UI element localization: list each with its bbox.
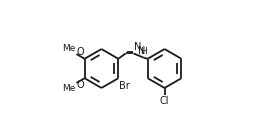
Text: Me: Me [63, 44, 76, 53]
Text: O: O [76, 80, 84, 90]
Text: Me: Me [63, 84, 76, 93]
Text: H: H [140, 47, 147, 56]
Text: N: N [134, 42, 142, 52]
Text: N: N [138, 46, 146, 56]
Text: Cl: Cl [160, 96, 169, 106]
Text: O: O [76, 47, 84, 57]
Text: Br: Br [119, 81, 130, 91]
